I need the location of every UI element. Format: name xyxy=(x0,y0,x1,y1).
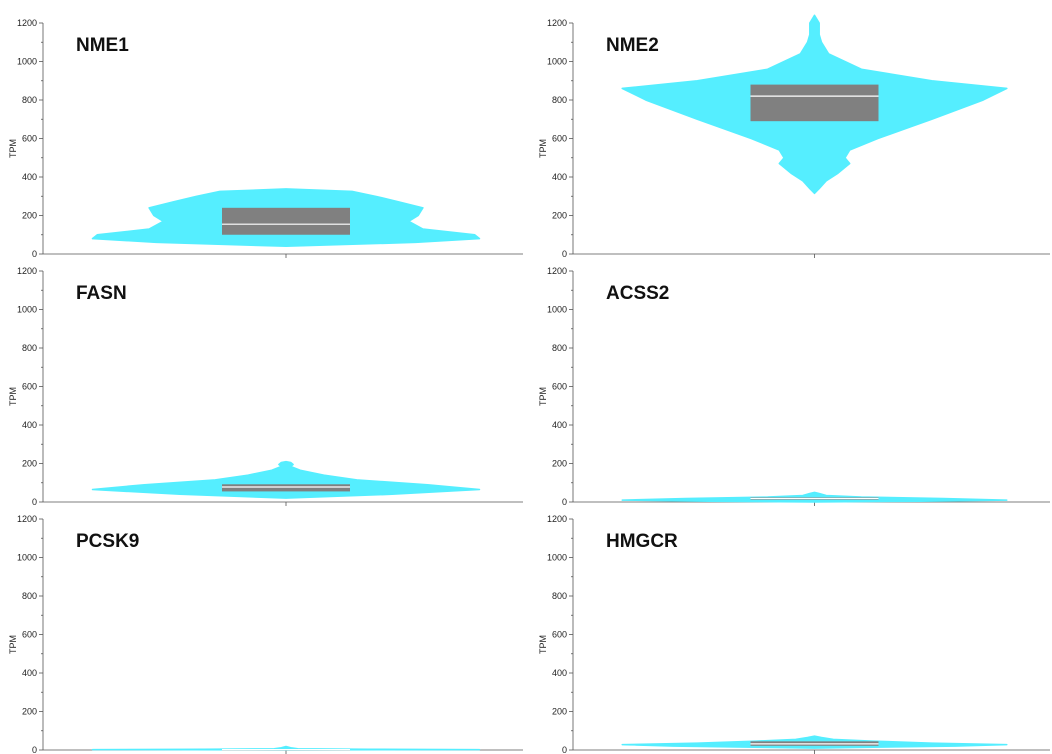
y-tick-label: 200 xyxy=(552,459,567,469)
y-tick-label: 0 xyxy=(32,745,37,754)
y-tick-label: 600 xyxy=(22,382,37,392)
y-tick-label: 800 xyxy=(22,591,37,601)
y-tick-label: 1000 xyxy=(17,57,37,67)
panel-title: NME1 xyxy=(76,35,129,56)
y-axis-label: TPM xyxy=(8,139,18,158)
iqr-box xyxy=(222,208,350,235)
y-tick-label: 1000 xyxy=(547,57,567,67)
y-tick-label: 600 xyxy=(552,630,567,640)
chart-panel-hmgcr: 0 200 400 600 800 1000 1200 TPM HMGCR xyxy=(538,514,1050,754)
y-tick-label: 1000 xyxy=(17,553,37,563)
y-axis-label: TPM xyxy=(8,387,18,406)
y-tick-label: 800 xyxy=(552,95,567,105)
y-tick-label: 1000 xyxy=(17,305,37,315)
chart-panel-nme2: 0 200 400 600 800 1000 1200 TPM NME2 xyxy=(538,15,1050,259)
y-tick-label: 200 xyxy=(22,459,37,469)
y-axis-label: TPM xyxy=(8,635,18,654)
y-tick-label: 0 xyxy=(32,249,37,259)
y-tick-label: 400 xyxy=(22,668,37,678)
y-axis-label: TPM xyxy=(538,387,548,406)
y-tick-label: 800 xyxy=(22,95,37,105)
panel-title: HMGCR xyxy=(606,531,678,552)
violin-body xyxy=(622,492,1007,502)
chart-panel-pcsk9: 0 200 400 600 800 1000 1200 TPM PCSK9 xyxy=(8,514,523,754)
y-tick-label: 1200 xyxy=(17,514,37,524)
violin-body xyxy=(93,462,480,499)
panel-title: ACSS2 xyxy=(606,283,669,304)
y-tick-label: 600 xyxy=(22,630,37,640)
chart-panel-fasn: 0 200 400 600 800 1000 1200 TPM FASN xyxy=(8,266,523,507)
y-tick-label: 0 xyxy=(562,497,567,507)
y-tick-label: 1000 xyxy=(547,305,567,315)
y-tick-label: 1200 xyxy=(17,18,37,28)
y-tick-label: 0 xyxy=(562,745,567,754)
y-tick-label: 200 xyxy=(552,211,567,221)
y-tick-label: 200 xyxy=(22,211,37,221)
y-tick-label: 800 xyxy=(22,343,37,353)
y-tick-label: 0 xyxy=(32,497,37,507)
iqr-box xyxy=(222,484,350,491)
iqr-box xyxy=(751,85,879,122)
y-tick-label: 1200 xyxy=(547,18,567,28)
y-tick-label: 800 xyxy=(552,591,567,601)
y-tick-label: 800 xyxy=(552,343,567,353)
y-tick-label: 600 xyxy=(22,134,37,144)
panel-title: PCSK9 xyxy=(76,531,139,552)
y-tick-label: 400 xyxy=(552,420,567,430)
y-axis-label: TPM xyxy=(538,635,548,654)
panel-title: NME2 xyxy=(606,35,659,56)
y-tick-label: 400 xyxy=(552,172,567,182)
panel-title: FASN xyxy=(76,283,127,304)
y-tick-label: 1200 xyxy=(17,266,37,276)
y-tick-label: 600 xyxy=(552,382,567,392)
y-tick-label: 400 xyxy=(22,420,37,430)
y-tick-label: 400 xyxy=(552,668,567,678)
chart-panel-nme1: 0 200 400 600 800 1000 1200 TPM NME1 xyxy=(8,18,523,259)
chart-panel-acss2: 0 200 400 600 800 1000 1200 TPM ACSS2 xyxy=(538,266,1050,507)
y-tick-label: 200 xyxy=(552,707,567,717)
y-tick-label: 1000 xyxy=(547,553,567,563)
y-tick-label: 0 xyxy=(562,249,567,259)
y-tick-label: 200 xyxy=(22,707,37,717)
y-tick-label: 1200 xyxy=(547,514,567,524)
y-axis-label: TPM xyxy=(538,139,548,158)
y-tick-label: 600 xyxy=(552,134,567,144)
y-tick-label: 1200 xyxy=(547,266,567,276)
y-tick-label: 400 xyxy=(22,172,37,182)
